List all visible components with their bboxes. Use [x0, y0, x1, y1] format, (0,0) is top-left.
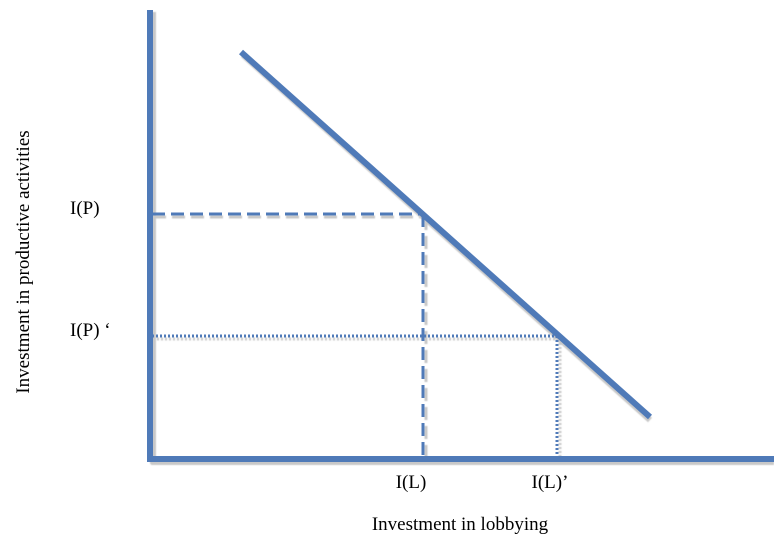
ip-prime-label: I(P) ‘: [70, 320, 111, 341]
shadow-layer: [150, 12, 774, 465]
il-prime-label: I(L)’: [532, 472, 569, 493]
ip-label: I(P): [70, 198, 100, 219]
x-axis-label: Investment in lobbying: [372, 514, 549, 535]
tradeoff-line: [239, 49, 652, 420]
il-label: I(L): [396, 472, 427, 493]
y-axis-label: Investment in productive activities: [13, 130, 34, 393]
